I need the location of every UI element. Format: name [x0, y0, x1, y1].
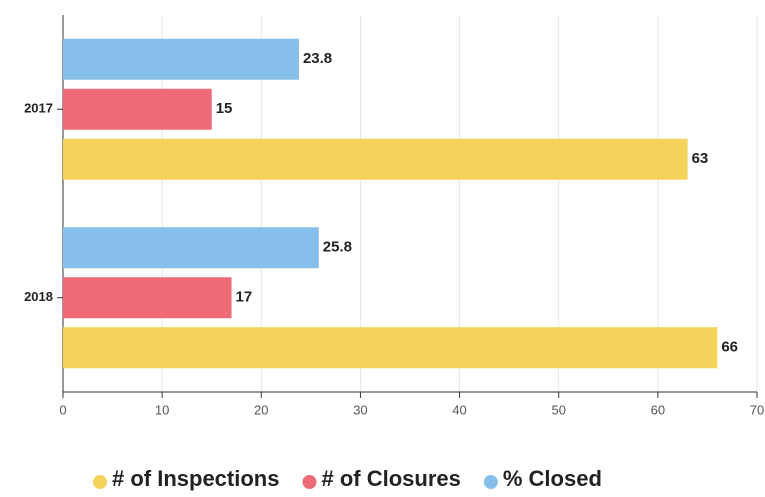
data-label: 15 — [216, 100, 233, 117]
bar — [63, 277, 232, 319]
data-label: 17 — [236, 289, 253, 306]
x-tick-label: 30 — [353, 402, 367, 417]
x-tick-label: 40 — [452, 402, 466, 417]
legend-swatch — [93, 475, 107, 489]
bar — [63, 227, 319, 269]
bar — [63, 138, 688, 180]
x-tick-label: 50 — [551, 402, 565, 417]
y-tick-label: 2018 — [24, 289, 53, 304]
data-label: 23.8 — [303, 50, 332, 67]
y-tick-label: 2017 — [24, 101, 53, 116]
x-tick-label: 60 — [651, 402, 665, 417]
x-tick-label: 20 — [254, 402, 268, 417]
legend-label: # of Inspections — [112, 466, 279, 491]
x-tick-label: 0 — [59, 402, 66, 417]
data-label: 25.8 — [323, 239, 352, 256]
bar — [63, 38, 299, 80]
bar — [63, 88, 212, 130]
legend-swatch — [483, 475, 498, 489]
data-label: 66 — [721, 339, 738, 356]
legend-label: % Closed — [503, 466, 602, 491]
data-label: 63 — [692, 150, 709, 167]
legend-swatch — [302, 475, 317, 489]
x-tick-label: 10 — [155, 402, 169, 417]
bar — [63, 327, 718, 369]
x-tick-label: 70 — [750, 402, 764, 417]
legend-label: # of Closures — [321, 466, 460, 491]
